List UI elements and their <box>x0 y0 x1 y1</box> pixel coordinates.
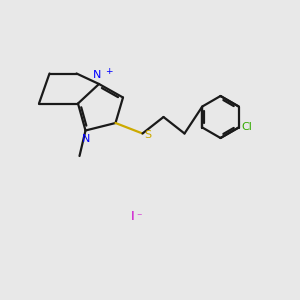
Text: +: + <box>105 68 112 76</box>
Text: Cl: Cl <box>241 122 252 133</box>
Text: S: S <box>144 130 151 140</box>
Text: N: N <box>93 70 102 80</box>
Text: N: N <box>82 134 90 144</box>
Text: I: I <box>131 209 135 223</box>
Text: ⁻: ⁻ <box>136 212 142 223</box>
